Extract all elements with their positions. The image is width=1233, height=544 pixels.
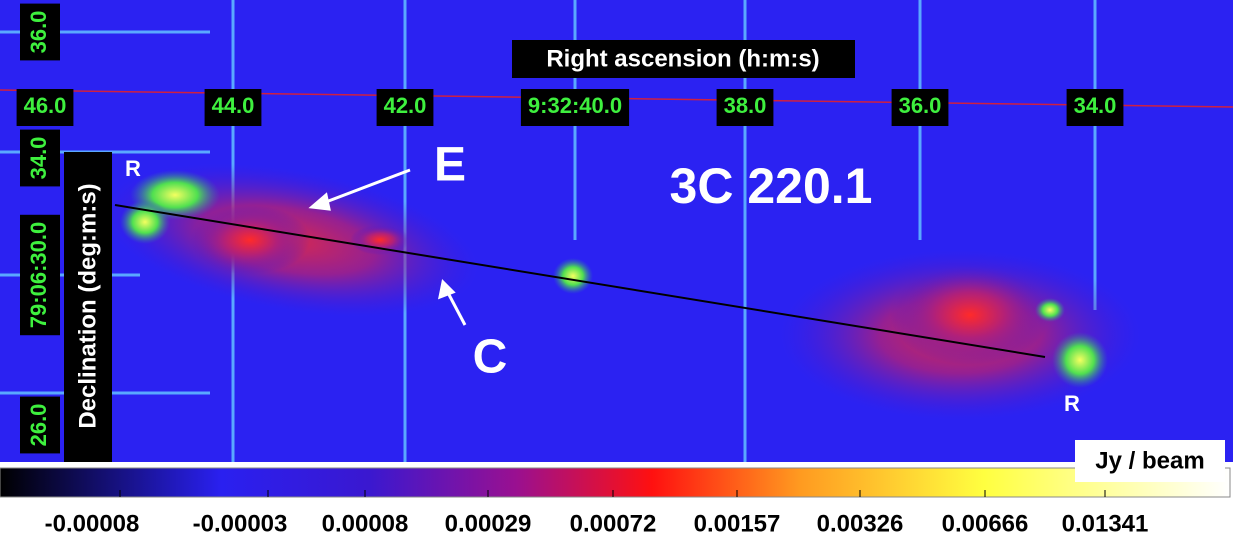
x-tick-label: 34.0 xyxy=(1074,93,1117,118)
colorbar-tick-label: 0.00666 xyxy=(942,510,1029,537)
annotation: E xyxy=(434,139,466,192)
tick-box xyxy=(20,129,60,187)
x-tick-label: 42.0 xyxy=(384,93,427,118)
colorbar-tick-label: 0.00326 xyxy=(817,510,904,537)
colorbar-label: Jy / beam xyxy=(1095,447,1204,474)
colorbar-tick-label: 0.00157 xyxy=(694,510,781,537)
tick-box xyxy=(376,89,434,126)
tick-labels: 46.0 44.0 42.0 9:32:40.0 38.0 36.0 34.0 36.0 34.… xyxy=(16,3,1124,454)
colorbar-tick-label: -0.00003 xyxy=(193,510,288,537)
colorbar-tick-label: -0.00008 xyxy=(45,510,140,537)
x-axis-label: Right ascension (h:m:s) xyxy=(546,45,819,72)
colorbar-tick-label: 0.00029 xyxy=(445,510,532,537)
label-box xyxy=(512,40,855,78)
radio-emission xyxy=(102,163,1140,420)
annotation: R xyxy=(1064,391,1080,416)
x-tick-label: 44.0 xyxy=(212,93,255,118)
y-tick-label: 79:06:30.0 xyxy=(26,222,51,328)
tick-box xyxy=(520,89,630,126)
colorbar-tick-label: 0.00072 xyxy=(570,510,657,537)
colorbar-tick-label: 0.00008 xyxy=(322,510,409,537)
tick-box xyxy=(20,3,60,61)
x-tick-label: 9:32:40.0 xyxy=(528,93,622,118)
annotation-arrows xyxy=(308,168,467,326)
colorbar-ticks: -0.00008 -0.00003 0.00008 0.00029 0.00072 0.0… xyxy=(45,490,1149,537)
tick-box xyxy=(716,89,774,126)
y-tick-label: 26.0 xyxy=(26,404,51,447)
x-tick-label: 36.0 xyxy=(899,93,942,118)
tick-box xyxy=(20,214,60,336)
tick-box xyxy=(891,89,949,126)
y-tick-label: 34.0 xyxy=(26,137,51,180)
tick-box xyxy=(1066,89,1124,126)
colorbar-tick-label: 0.01341 xyxy=(1062,510,1149,537)
label-box xyxy=(1075,440,1225,482)
colorbar xyxy=(0,467,1231,498)
image-title: 3C 220.1 xyxy=(670,158,873,214)
annotation: R xyxy=(125,156,141,181)
label-box xyxy=(64,152,112,462)
annotation: C xyxy=(473,331,508,384)
x-tick-label: 46.0 xyxy=(24,93,67,118)
y-tick-label: 36.0 xyxy=(26,11,51,54)
x-tick-label: 38.0 xyxy=(724,93,767,118)
tick-box xyxy=(20,396,60,454)
tick-box xyxy=(204,89,262,126)
tick-box xyxy=(16,89,74,126)
y-axis-label: Declination (deg:m:s) xyxy=(74,183,101,428)
